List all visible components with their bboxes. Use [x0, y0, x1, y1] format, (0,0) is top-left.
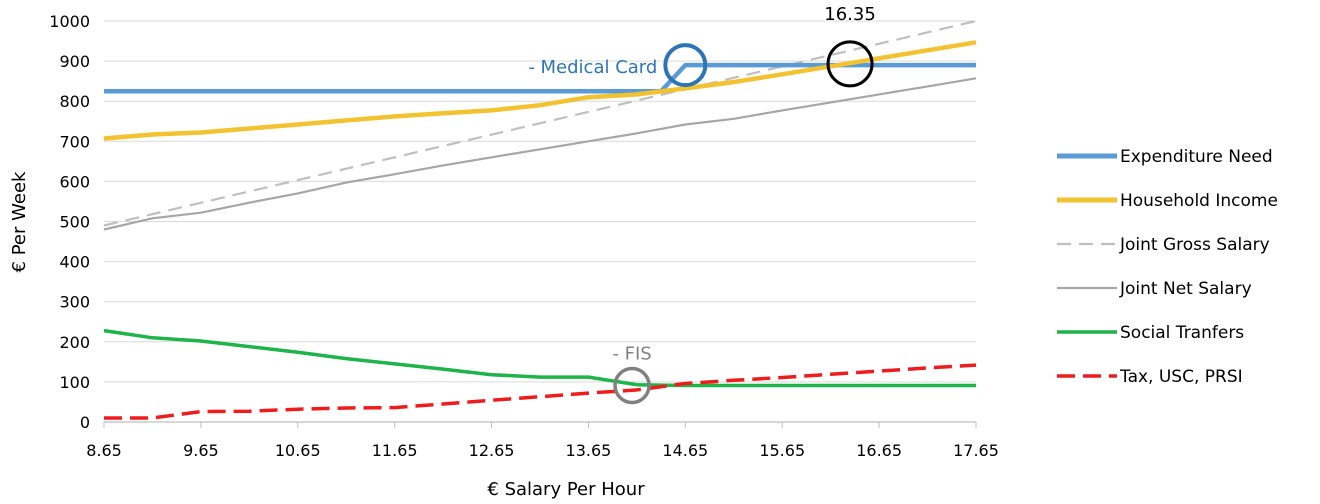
annotation-circle	[663, 43, 708, 88]
x-tick-label: 10.65	[275, 441, 321, 460]
annotation-circle	[826, 40, 874, 88]
legend-label: Joint Net Salary	[1119, 279, 1252, 299]
x-tick-label: 13.65	[566, 441, 612, 460]
x-tick-label: 11.65	[372, 441, 418, 460]
legend-label: Joint Gross Salary	[1119, 235, 1270, 255]
legend-label: Expenditure Need	[1120, 147, 1273, 167]
x-tick-label: 15.65	[759, 441, 805, 460]
annotation-circle	[613, 366, 651, 405]
series-line-joint-net-salary	[103, 77, 977, 231]
series-line-household-income	[103, 40, 977, 141]
y-tick-label: 100	[59, 373, 90, 392]
y-tick-label: 1000	[49, 12, 90, 31]
y-axis-title: € Per Week	[9, 171, 30, 272]
legend: Expenditure Need Household Income Joint Gr…	[1057, 147, 1278, 387]
y-tick-label: 200	[59, 333, 90, 352]
annotation-label: 16.35	[824, 4, 876, 25]
y-axis: 0 100 200 300 400 500 600 700 800 900 1000	[49, 12, 90, 432]
y-tick-label: 700	[59, 132, 90, 151]
legend-label: Tax, USC, PRSI	[1119, 367, 1243, 387]
series-lines	[103, 19, 977, 420]
y-tick-label: 600	[59, 172, 90, 191]
y-tick-label: 0	[80, 413, 90, 432]
x-tick-label: 9.65	[183, 441, 219, 460]
annotation-label: - FIS	[612, 344, 651, 365]
y-tick-label: 800	[59, 92, 90, 111]
x-axis-title: € Salary Per Hour	[487, 479, 645, 500]
legend-label: Household Income	[1120, 191, 1278, 211]
annotation-label: - Medical Card	[528, 57, 657, 78]
x-tick-label: 14.65	[662, 441, 708, 460]
gridlines	[104, 20, 976, 423]
y-tick-label: 300	[59, 293, 90, 312]
legend-label: Social Tranfers	[1120, 323, 1244, 343]
series-line-tax-usc-prsi	[104, 363, 977, 420]
x-tick-label: 16.65	[856, 441, 902, 460]
y-tick-label: 900	[59, 52, 90, 71]
series-line-social-tranfers	[103, 328, 976, 388]
x-axis: 8.65 9.65 10.65 11.65 12.65 13.65 14.65 15.65 16…	[86, 421, 999, 460]
x-tick-label: 17.65	[953, 441, 999, 460]
x-tick-label: 8.65	[86, 441, 122, 460]
y-tick-label: 500	[59, 213, 90, 232]
series-line-joint-gross-salary	[103, 19, 977, 227]
annotations: - Medical Card 16.35 - FIS	[528, 4, 876, 405]
x-tick-label: 12.65	[469, 441, 515, 460]
y-tick-label: 400	[59, 253, 90, 272]
